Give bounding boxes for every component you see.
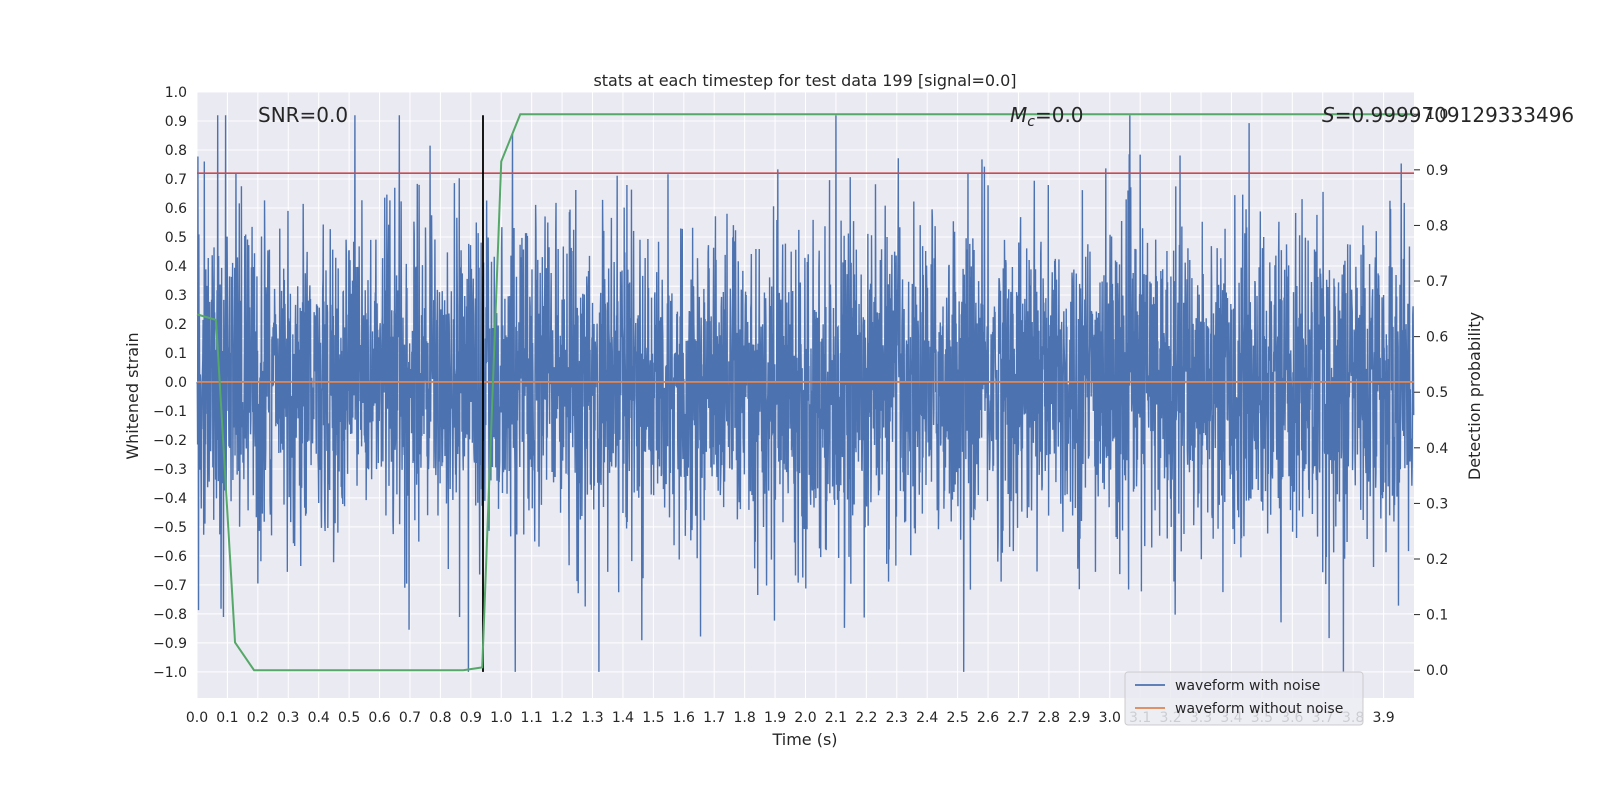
y2-tick-label: 0.0 [1426, 663, 1448, 679]
y-tick-label: 0.3 [165, 288, 187, 304]
x-tick-label: 2.3 [886, 710, 908, 726]
mc-value: =0.0 [1035, 103, 1084, 127]
y-tick-label: 0.4 [165, 259, 187, 275]
legend-box [1124, 671, 1364, 726]
mc-subscript: c [1027, 114, 1035, 130]
y-tick-label: 0.9 [165, 114, 187, 130]
y-tick-label: −0.7 [153, 578, 187, 594]
x-tick-label: 2.4 [916, 710, 938, 726]
x-tick-label: 0.9 [460, 710, 482, 726]
x-tick-label: 0.0 [186, 710, 208, 726]
mc-annotation: Mc=0.0 [1010, 103, 1084, 130]
x-tick-label: 0.8 [429, 710, 451, 726]
x-tick-label: 3.0 [1099, 710, 1121, 726]
s-annotation: S=0.9999709129333496 [1322, 103, 1574, 127]
x-axis-label: Time (s) [771, 730, 837, 749]
x-tick-label: 1.2 [551, 710, 573, 726]
y-tick-label: −0.6 [153, 549, 187, 565]
x-tick-label: 2.9 [1068, 710, 1090, 726]
x-tick-label: 2.0 [794, 710, 816, 726]
y2-tick-label: 0.8 [1426, 218, 1448, 234]
series-detection-probability [196, 113, 1414, 672]
x-tick-label: 0.6 [368, 710, 390, 726]
x-tick-label: 0.1 [216, 710, 238, 726]
y2-tick-label: 0.3 [1426, 496, 1448, 512]
x-tick-label: 0.4 [308, 710, 330, 726]
x-tick-label: 1.3 [581, 710, 603, 726]
x-tick-label: 1.7 [703, 710, 725, 726]
legend: waveform with noise waveform without noi… [1124, 671, 1364, 726]
y-tick-label: −0.2 [153, 433, 187, 449]
mc-symbol: M [1010, 103, 1027, 127]
y2-tick-label: 0.9 [1426, 163, 1448, 179]
x-tick-label: 1.5 [642, 710, 664, 726]
y2-tick-label: 0.4 [1426, 441, 1448, 457]
s-symbol: S [1322, 103, 1335, 127]
x-tick-label: 1.1 [521, 710, 543, 726]
x-tick-label: 2.8 [1038, 710, 1060, 726]
y-tick-label: −0.8 [153, 607, 187, 623]
y2-tick-label: 0.5 [1426, 385, 1448, 401]
x-tick-label: 1.4 [612, 710, 634, 726]
y-tick-label: −0.9 [153, 636, 187, 652]
x-tick-label: 2.2 [855, 710, 877, 726]
legend-label-noise: waveform with noise [1175, 678, 1320, 694]
x-tick-label: 2.6 [977, 710, 999, 726]
x-tick-label: 0.7 [399, 710, 421, 726]
x-tick-label: 1.0 [490, 710, 512, 726]
x-tick-label: 0.2 [247, 710, 269, 726]
x-tick-label: 2.7 [1007, 710, 1029, 726]
data-layer [196, 113, 1415, 672]
y-tick-label: −0.3 [153, 462, 187, 478]
x-tick-label: 2.1 [825, 710, 847, 726]
y-tick-label: 0.1 [165, 346, 187, 362]
y2-axis-label: Detection probability [1465, 312, 1484, 480]
y-tick-label: 0.0 [165, 375, 187, 391]
y-tick-label: −1.0 [153, 665, 187, 681]
x-tick-label: 1.9 [764, 710, 786, 726]
y-tick-label: 0.6 [165, 201, 187, 217]
y-tick-label: 1.0 [165, 85, 187, 101]
y-tick-label: 0.7 [165, 172, 187, 188]
y-tick-label: −0.4 [153, 491, 187, 507]
x-tick-label: 1.8 [734, 710, 756, 726]
x-tick-label: 3.9 [1372, 710, 1394, 726]
y-tick-label: 0.8 [165, 143, 187, 159]
y2-tick-label: 0.7 [1426, 274, 1448, 290]
x-tick-label: 1.6 [673, 710, 695, 726]
x-tick-label: 0.5 [338, 710, 360, 726]
y2-tick-label: 1.0 [1426, 107, 1448, 123]
x-tick-label: 0.3 [277, 710, 299, 726]
chart-title: stats at each timestep for test data 199… [593, 71, 1016, 90]
y2-tick-label: 0.1 [1426, 608, 1448, 624]
snr-annotation: SNR=0.0 [258, 103, 348, 127]
x-tick-label: 2.5 [946, 710, 968, 726]
s-value: =0.9999709129333496 [1335, 103, 1574, 127]
y2-tick-label: 0.6 [1426, 330, 1448, 346]
legend-label-clean: waveform without noise [1175, 701, 1343, 717]
tick-labels: 0.0 0.1 0.2 0.3 0.4 0.5 0.6 0.7 0.8 0.9 1.0 1.1 1.2 1… [153, 85, 1448, 726]
y-tick-label: −0.1 [153, 404, 187, 420]
series-waveform-with-noise [196, 115, 1415, 672]
y-axis-label: Whitened strain [123, 332, 142, 459]
y-tick-label: 0.2 [165, 317, 187, 333]
y-tick-label: −0.5 [153, 520, 187, 536]
y2-tick-label: 0.2 [1426, 552, 1448, 568]
y-tick-label: 0.5 [165, 230, 187, 246]
